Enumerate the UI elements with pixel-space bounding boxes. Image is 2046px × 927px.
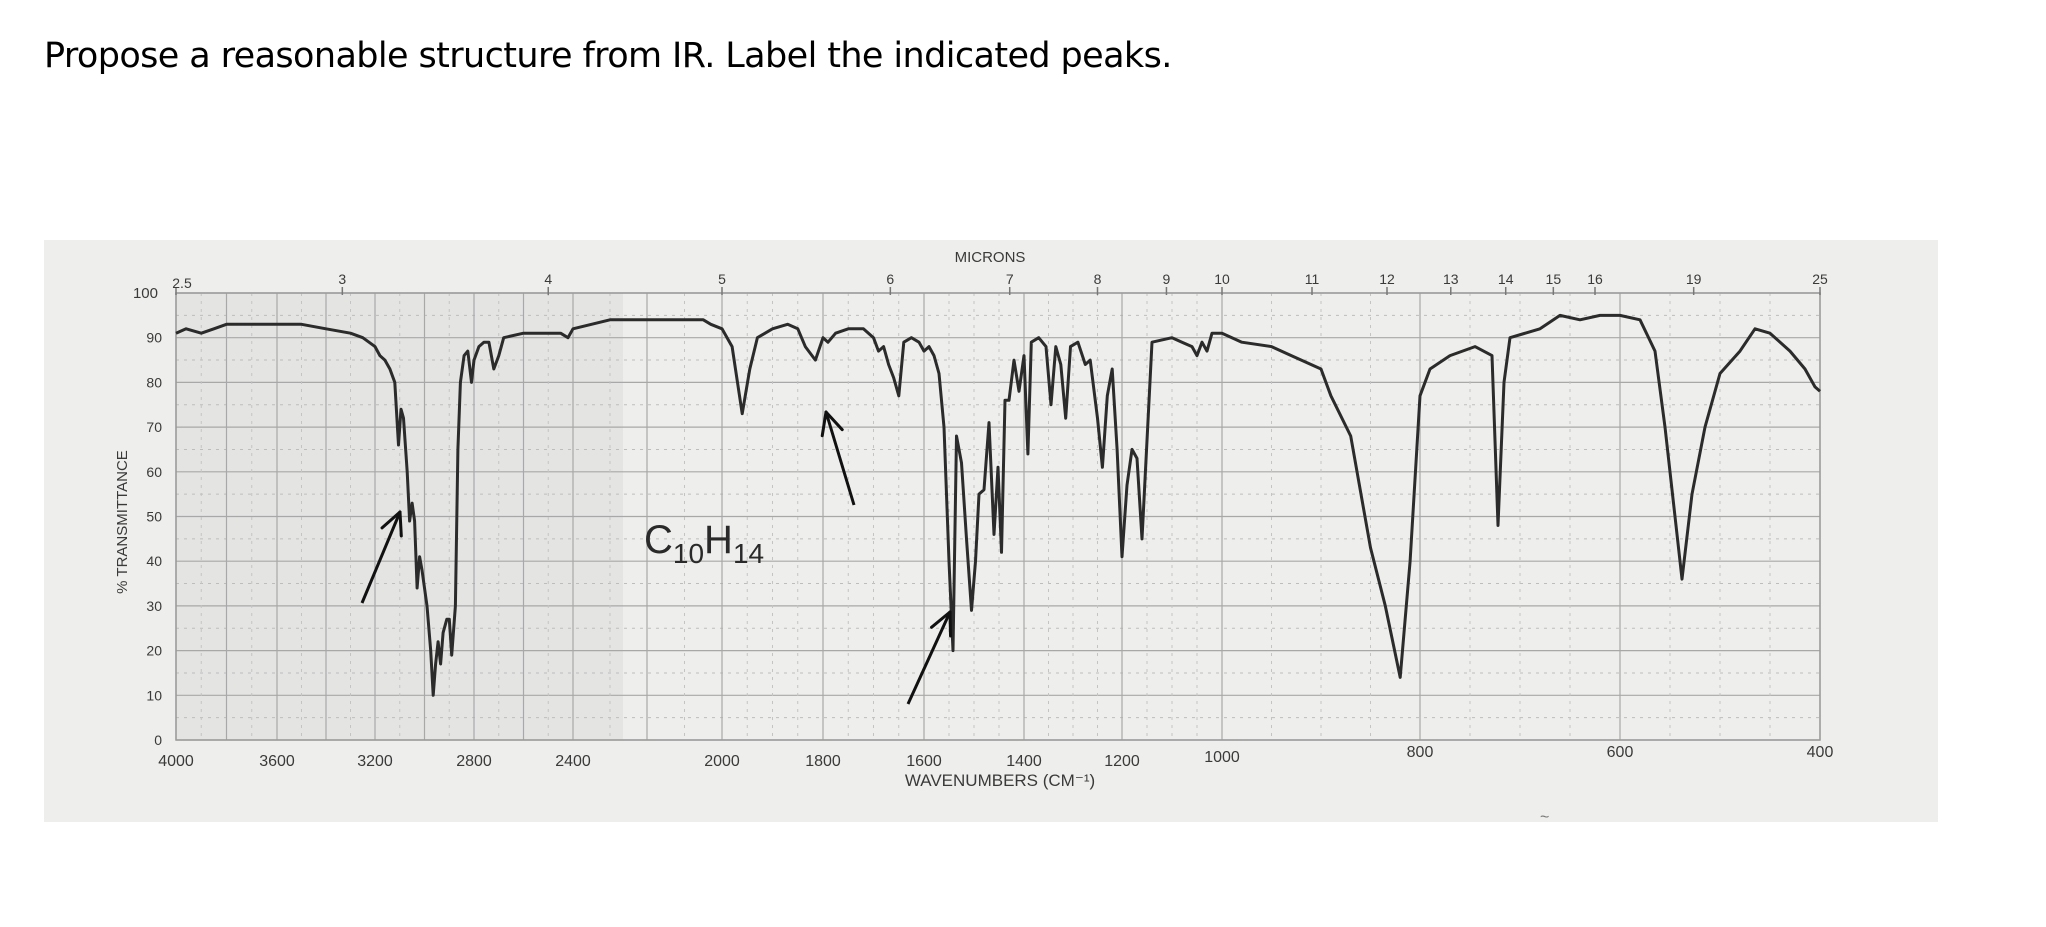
x-tick-label: 2800	[456, 753, 492, 770]
micron-tick-label: 5	[718, 271, 726, 287]
y-tick-label: 30	[146, 598, 162, 614]
y-tick-label: 50	[146, 509, 162, 525]
micron-tick-label: 25	[1812, 271, 1828, 287]
micron-tick-label: 19	[1686, 271, 1702, 287]
micron-tick-label: 14	[1498, 271, 1514, 287]
micron-tick-label: 7	[1006, 271, 1014, 287]
arrow-icon	[824, 411, 856, 506]
pen-mark: ~	[1540, 809, 1549, 826]
formula-h: H	[704, 518, 733, 562]
formula-c: C	[644, 518, 673, 562]
x-tick-label: 1000	[1204, 749, 1240, 766]
y-tick-label: 0	[154, 732, 162, 748]
micron-tick-label: 15	[1546, 271, 1562, 287]
formula-h-subscript: 14	[733, 538, 764, 569]
y-tick-label: 90	[146, 330, 162, 346]
y-tick-label: 100	[133, 285, 158, 302]
y-tick-label: 40	[146, 553, 162, 569]
plot-frame	[175, 292, 1821, 741]
y-tick-label: 80	[146, 374, 162, 390]
y-tick-label: 20	[146, 643, 162, 659]
x-tick-label: 4000	[158, 753, 194, 770]
x-axis-ticks: 4000 3600 3200 2800 2400 2000 1800 1600 1400 1200…	[158, 744, 1833, 770]
microns-label: MICRONS	[955, 249, 1026, 266]
micron-tick-label: 2.5	[172, 275, 192, 291]
micron-tick-label: 9	[1163, 271, 1171, 287]
spectrum-curve	[175, 313, 1821, 697]
micron-tick-label: 3	[338, 271, 346, 287]
y-tick-label: 70	[146, 419, 162, 435]
x-tick-label: 800	[1407, 744, 1434, 761]
micron-tick-label: 16	[1587, 271, 1603, 287]
x-tick-label: 1400	[1006, 753, 1042, 770]
micron-axis-ticks: 2.5 3 4 5 6 7 8 9 10 11 12 13 14 15 16 19 25	[172, 271, 1828, 295]
arrow-icon	[906, 611, 952, 705]
y-tick-label: 10	[146, 687, 162, 703]
x-axis-label: WAVENUMBERS (CM⁻¹)	[905, 771, 1095, 790]
arrow-icon	[360, 511, 402, 604]
micron-tick-label: 8	[1094, 271, 1102, 287]
chart-grid	[175, 292, 1821, 741]
x-tick-label: 400	[1807, 744, 1834, 761]
x-tick-label: 1800	[805, 753, 841, 770]
formula-label: C10H14	[644, 518, 764, 569]
y-tick-label: 60	[146, 464, 162, 480]
micron-tick-label: 4	[544, 271, 552, 287]
x-tick-label: 1200	[1104, 753, 1140, 770]
x-tick-label: 2000	[704, 753, 740, 770]
micron-tick-label: 12	[1379, 271, 1395, 287]
x-tick-label: 2400	[555, 753, 591, 770]
question-text: Propose a reasonable structure from IR. …	[44, 36, 1172, 76]
x-tick-label: 1600	[906, 753, 942, 770]
micron-tick-label: 6	[886, 271, 894, 287]
micron-tick-label: 13	[1443, 271, 1459, 287]
x-tick-label: 600	[1607, 744, 1634, 761]
x-tick-label: 3200	[357, 753, 393, 770]
y-axis-ticks: 0 10 20 30 40 50 60 70 80 90 100	[133, 285, 162, 748]
x-tick-label: 3600	[259, 753, 295, 770]
indicated-peak-arrows	[360, 410, 953, 705]
formula-c-subscript: 10	[673, 538, 704, 569]
y-axis-label: % TRANSMITTANCE	[114, 450, 131, 594]
micron-tick-label: 11	[1305, 271, 1320, 287]
micron-tick-label: 10	[1214, 271, 1230, 287]
